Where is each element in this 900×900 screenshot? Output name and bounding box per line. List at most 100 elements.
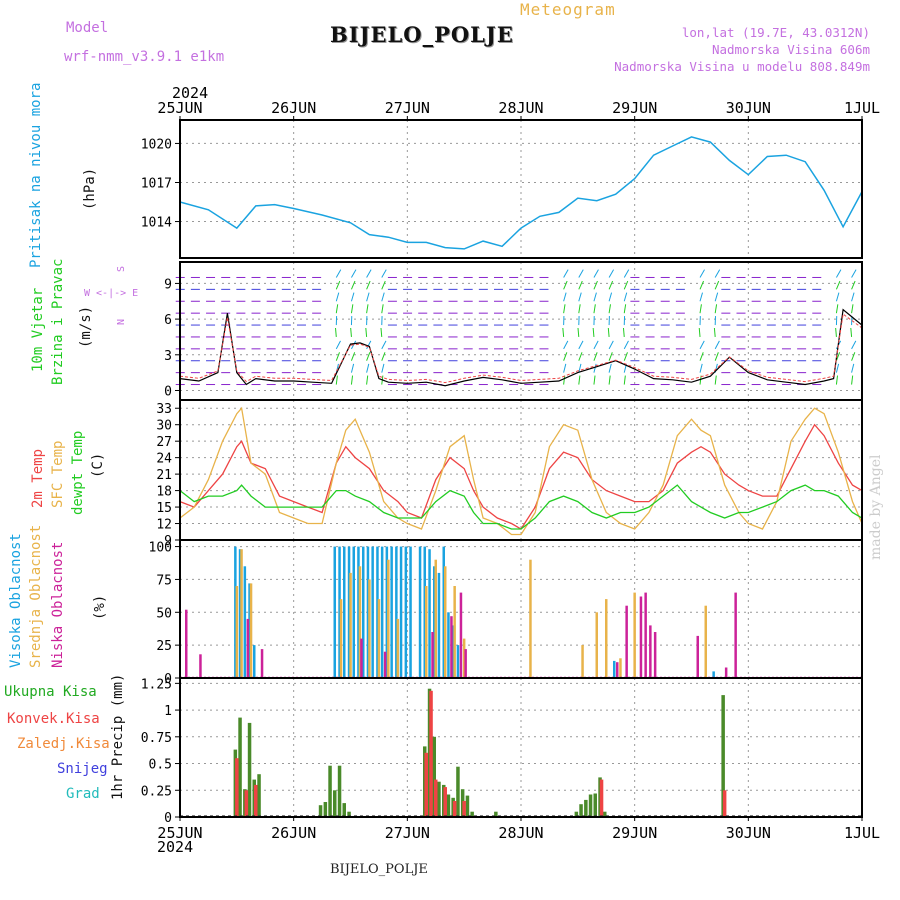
wind-arrow xyxy=(563,280,568,290)
wind-arrow xyxy=(608,280,614,290)
cloud-bar xyxy=(423,546,426,678)
precipitation-bar xyxy=(437,781,441,817)
precipitation-bar xyxy=(342,803,346,817)
cloud-bar xyxy=(639,596,643,678)
x-tick-label-top: 27JUN xyxy=(385,99,430,117)
wind-arrow xyxy=(714,304,718,314)
precipitation-bar xyxy=(465,795,470,817)
y-tick-label: 1020 xyxy=(141,137,172,152)
cloud-bar xyxy=(447,612,450,678)
legend-total-precip: Ukupna Kisa xyxy=(4,684,97,700)
y-tick-label: 9 xyxy=(164,534,172,549)
wind-arrow xyxy=(851,280,856,290)
y-tick-label: 0.75 xyxy=(141,731,172,746)
precipitation-bar xyxy=(257,774,261,817)
lonlat-label: lon,lat (19.7E, 43.0312N) xyxy=(681,25,870,40)
precipitation-bar xyxy=(238,717,242,817)
y-tick-label: 9 xyxy=(164,277,172,292)
precipitation-bar xyxy=(603,811,607,817)
x-tick-label-top: 28JUN xyxy=(498,99,543,117)
cloud-bar xyxy=(616,662,619,678)
precipitation-bar xyxy=(721,695,725,817)
wind-arrow xyxy=(608,375,611,385)
cloud-bar xyxy=(633,592,636,678)
wind-arrow xyxy=(698,327,701,337)
wind-arrow xyxy=(578,375,581,385)
y-tick-label: 50 xyxy=(156,606,172,621)
wind-arrow xyxy=(699,304,702,314)
cloud-bar xyxy=(649,625,652,678)
y-tick-label: 0 xyxy=(164,384,172,399)
cloud-bar xyxy=(234,546,237,678)
y-tick-label: 0.25 xyxy=(141,784,172,799)
y-tick-label: 0 xyxy=(164,811,172,826)
x-tick-label-top: 29JUN xyxy=(612,99,657,117)
cloud-bar xyxy=(377,599,381,678)
cloud-bar xyxy=(343,546,346,678)
cloud-bar xyxy=(399,546,403,678)
cloud-bar xyxy=(653,632,657,678)
wind-arrow xyxy=(835,280,841,290)
y-tick-label: 1017 xyxy=(141,176,172,191)
cloud-bar xyxy=(366,546,370,678)
wind-arrow xyxy=(350,327,352,337)
cloud-bar xyxy=(383,651,387,678)
temperature-panel-frame xyxy=(179,399,863,541)
wind-arrow xyxy=(350,304,354,314)
y-tick-label: 1.25 xyxy=(141,677,172,692)
wind-arrow xyxy=(335,304,339,314)
x-tick-label-top: 26JUN xyxy=(271,99,316,117)
wind-arrow xyxy=(366,292,370,302)
wind-arrow xyxy=(714,280,720,290)
cloud-bar xyxy=(437,572,441,678)
wind-arrow xyxy=(699,269,705,278)
wind-arrow xyxy=(593,340,599,350)
wind-arrow xyxy=(851,292,855,302)
precipitation-bar xyxy=(456,766,460,817)
cloud-bar xyxy=(433,566,436,678)
x-tick-label-bottom: 30JUN xyxy=(726,824,771,842)
cloud-panel-frame xyxy=(179,539,863,679)
cloud-bar xyxy=(338,546,341,678)
cloud-bar xyxy=(696,635,699,678)
wind-arrow xyxy=(563,292,567,302)
y-tick-label: 30 xyxy=(156,419,172,434)
wind-arrow xyxy=(699,363,703,373)
precipitation-bar xyxy=(328,765,332,817)
cloud-bar xyxy=(462,638,466,678)
precipitation-bar xyxy=(494,811,498,817)
wind-arrow xyxy=(381,269,387,278)
wind-arrow xyxy=(608,304,611,314)
cloud-bar xyxy=(605,599,608,678)
wind-panel-frame xyxy=(179,261,863,401)
wind-arrow xyxy=(608,292,613,302)
cloud-bar xyxy=(734,592,737,678)
wind-arrow xyxy=(714,340,720,350)
cloud-bar xyxy=(456,645,460,678)
wind-arrow xyxy=(578,269,584,278)
wind-arrow xyxy=(578,304,581,314)
wind-arrow xyxy=(335,280,341,290)
y-tick-label: 6 xyxy=(164,313,172,328)
precipitation-bar xyxy=(593,793,597,817)
wind-gust-line xyxy=(179,313,863,384)
wind-arrow xyxy=(335,352,340,361)
wind-arrow xyxy=(578,280,583,290)
cloud-bar xyxy=(453,586,456,678)
wind-arrow xyxy=(623,375,626,385)
wind-arrow xyxy=(563,363,567,373)
x-tick-label-top: 25JUN xyxy=(157,99,202,117)
cloud-bar xyxy=(385,546,389,678)
cloud-bar xyxy=(619,658,622,678)
wind-arrow xyxy=(699,280,705,290)
x-tick-label-bottom: 1JUL xyxy=(844,824,880,842)
wind-arrow xyxy=(623,352,628,361)
cloud-bar xyxy=(368,579,371,678)
wind-arrow xyxy=(593,292,597,302)
cloud-bar xyxy=(387,559,390,678)
wind-arrow xyxy=(335,340,341,350)
wind-arrow xyxy=(623,269,630,278)
y-tick-label: 27 xyxy=(156,435,172,450)
temperature-series-sfc-temp xyxy=(179,406,863,536)
